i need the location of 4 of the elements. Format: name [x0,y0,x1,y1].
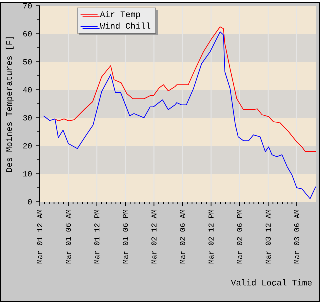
legend-label: Wind Chill [100,22,151,30]
y-axis-title: Des Moines Temperatures [F] [6,37,14,172]
x-axis-title: Valid Local Time [231,280,312,286]
legend-label: Air Temp [100,11,140,20]
